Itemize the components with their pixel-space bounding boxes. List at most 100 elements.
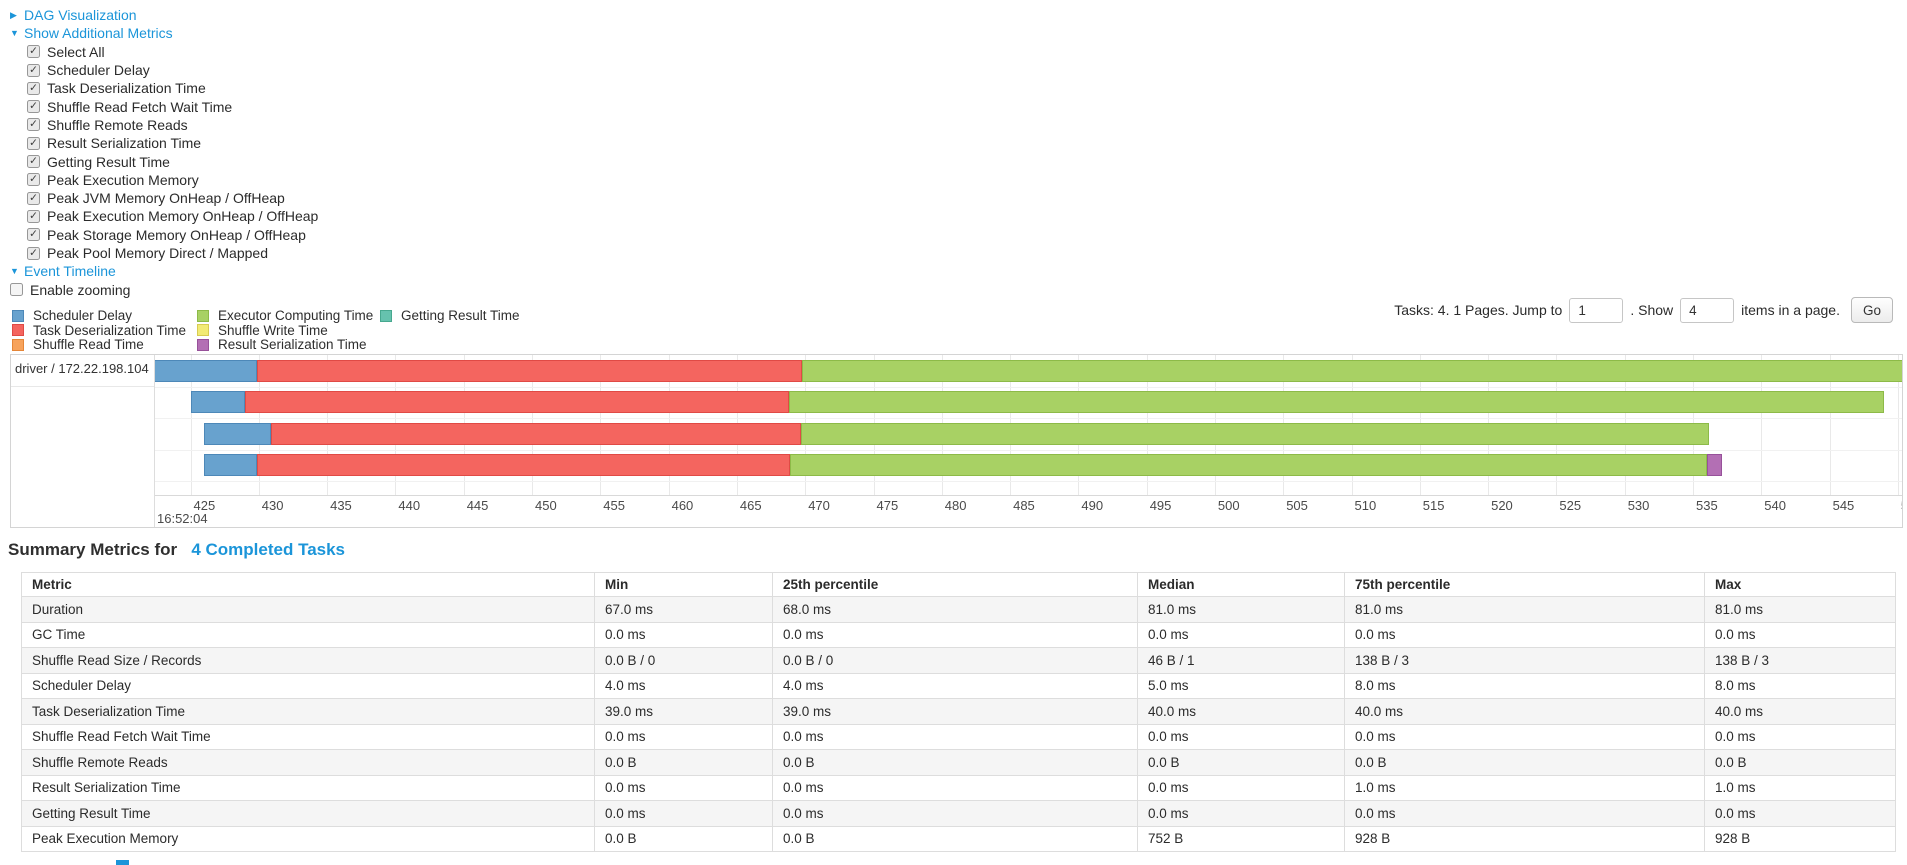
metric-checkbox-row: ✓ Scheduler Delay xyxy=(10,61,318,79)
task-bar-segment-executor-computing[interactable] xyxy=(801,422,1710,445)
go-button[interactable]: Go xyxy=(1850,297,1893,323)
summary-metrics-heading: Summary Metrics for 4 Completed Tasks xyxy=(8,540,345,560)
legend-item-shuffle-read: Shuffle Read Time xyxy=(12,337,144,352)
summary-row-peak-execution-memory: Peak Execution Memory 0.0 B 0.0 B 752 B 928 … xyxy=(21,825,1896,852)
checkbox-result-serialization-time[interactable]: ✓ xyxy=(27,136,40,150)
metric-value-cell: 928 B xyxy=(1344,825,1705,852)
checkbox-label: Shuffle Read Fetch Wait Time xyxy=(47,98,233,115)
task-deserialization-swatch-icon xyxy=(12,324,24,337)
task-bar-segment-task-deserialization[interactable] xyxy=(245,391,789,414)
checkbox-label: Peak Storage Memory OnHeap / OffHeap xyxy=(47,226,306,243)
axis-major-time-label: 16:52:04 xyxy=(157,511,208,526)
task-bar-segment-task-deserialization[interactable] xyxy=(257,359,803,382)
getting-result-swatch-icon xyxy=(380,309,392,322)
axis-tick-label: 450 xyxy=(535,498,557,513)
shuffle-write-swatch-icon xyxy=(197,324,209,337)
gridline xyxy=(1761,355,1763,495)
task-bar-segment-scheduler-delay[interactable] xyxy=(204,422,272,445)
legend-item-getting-result: Getting Result Time xyxy=(380,308,520,323)
event-timeline-label[interactable]: Event Timeline xyxy=(24,263,116,280)
dag-visualization-label[interactable]: DAG Visualization xyxy=(24,7,137,24)
enable-zooming-label: Enable zooming xyxy=(30,281,131,298)
metric-value-cell: 0.0 ms xyxy=(594,723,773,750)
metric-name-cell: Shuffle Remote Reads xyxy=(21,749,595,776)
show-additional-metrics-toggle[interactable]: ▼ Show Additional Metrics xyxy=(10,24,318,42)
metric-name-cell: Shuffle Read Fetch Wait Time xyxy=(21,723,595,750)
legend-item-result-serialization: Result Serialization Time xyxy=(197,337,367,352)
metric-value-cell: 0.0 B xyxy=(772,749,1138,776)
metric-value-cell: 0.0 B xyxy=(1704,749,1896,776)
metric-checkbox-row: ✓ Shuffle Remote Reads xyxy=(10,116,318,134)
metric-value-cell: 0.0 ms xyxy=(772,621,1138,648)
metric-value-cell: 0.0 ms xyxy=(772,800,1138,827)
task-bar-segment-task-deserialization[interactable] xyxy=(257,454,791,477)
metric-value-cell: 0.0 ms xyxy=(1137,621,1345,648)
axis-tick-label: 525 xyxy=(1559,498,1582,513)
enable-zooming-checkbox[interactable] xyxy=(10,283,23,297)
checkbox-task-deserialization-time[interactable]: ✓ xyxy=(27,81,40,95)
checkbox-peak-storage-memory-onheap-offheap[interactable]: ✓ xyxy=(27,228,40,242)
metric-value-cell: 0.0 ms xyxy=(1344,723,1705,750)
metric-value-cell: 752 B xyxy=(1137,825,1345,852)
checkbox-shuffle-read-fetch-wait-time[interactable]: ✓ xyxy=(27,100,40,114)
result-serialization-swatch-icon xyxy=(197,338,209,351)
metric-value-cell: 8.0 ms xyxy=(1344,672,1705,699)
metric-value-cell: 0.0 ms xyxy=(772,723,1138,750)
metric-value-cell: 0.0 B / 0 xyxy=(594,647,773,674)
task-bar-segment-scheduler-delay[interactable] xyxy=(155,359,258,382)
metric-value-cell: 40.0 ms xyxy=(1704,698,1896,725)
metric-value-cell: 0.0 ms xyxy=(1137,800,1345,827)
checkbox-select-all[interactable]: ✓ xyxy=(27,45,40,59)
metric-value-cell: 0.0 B xyxy=(1137,749,1345,776)
task-bar-segment-scheduler-delay[interactable] xyxy=(204,454,258,477)
checkbox-label: Select All xyxy=(47,43,105,60)
task-bar-segment-executor-computing[interactable] xyxy=(788,391,1885,414)
jump-to-page-input[interactable] xyxy=(1569,297,1624,323)
task-bar-segment-result-serialization[interactable] xyxy=(1706,454,1722,477)
completed-tasks-link[interactable]: 4 Completed Tasks xyxy=(191,540,346,559)
legend-label: Shuffle Read Time xyxy=(33,337,144,353)
metric-value-cell: 0.0 ms xyxy=(1344,800,1705,827)
metric-checkbox-row: ✓ Peak JVM Memory OnHeap / OffHeap xyxy=(10,189,318,207)
task-bar-segment-executor-computing[interactable] xyxy=(802,359,1902,382)
enable-zooming-row: Enable zooming xyxy=(10,280,318,298)
items-per-page-input[interactable] xyxy=(1680,297,1735,323)
gridline xyxy=(1897,355,1899,495)
event-timeline-toggle[interactable]: ▼ Event Timeline xyxy=(10,262,318,280)
task-pagination: Tasks: 4. 1 Pages. Jump to . Show items … xyxy=(1391,297,1893,323)
metric-value-cell: 46 B / 1 xyxy=(1137,647,1345,674)
metric-name-cell: Scheduler Delay xyxy=(21,672,595,699)
checkbox-peak-execution-memory-onheap-offheap[interactable]: ✓ xyxy=(27,209,40,223)
show-additional-metrics-label[interactable]: Show Additional Metrics xyxy=(24,25,173,42)
checkbox-label: Scheduler Delay xyxy=(47,62,150,79)
summary-metrics-table: Metric Min 25th percentile Median 75th perce… xyxy=(21,572,1896,852)
checkbox-shuffle-remote-reads[interactable]: ✓ xyxy=(27,118,40,132)
axis-tick-label: 445 xyxy=(466,498,489,513)
legend-label: Executor Computing Time xyxy=(218,308,374,323)
checkbox-scheduler-delay[interactable]: ✓ xyxy=(27,63,40,77)
dag-visualization-toggle[interactable]: ▶ DAG Visualization xyxy=(10,6,318,24)
timeline-group-column: driver / 172.22.198.104 xyxy=(11,355,155,527)
checkbox-peak-execution-memory[interactable]: ✓ xyxy=(27,173,40,187)
task-bar-segment-scheduler-delay[interactable] xyxy=(190,391,246,414)
checkbox-peak-jvm-memory-onheap-offheap[interactable]: ✓ xyxy=(27,191,40,205)
metric-name-cell: Shuffle Read Size / Records xyxy=(21,647,595,674)
axis-tick-label: 505 xyxy=(1286,498,1308,513)
chevron-right-icon: ▶ xyxy=(10,9,17,20)
axis-tick-label: 485 xyxy=(1013,498,1035,513)
executor-computing-swatch-icon xyxy=(197,309,209,322)
task-count-text: Tasks: 4. 1 Pages. Jump to xyxy=(1394,302,1563,318)
task-bar-segment-task-deserialization[interactable] xyxy=(271,422,802,445)
summary-row-result-serialization-time: Result Serialization Time 0.0 ms 0.0 ms 0.0… xyxy=(21,774,1896,801)
summary-header-75th-percentile: 75th percentile xyxy=(1344,572,1705,597)
summary-header-25th-percentile: 25th percentile xyxy=(772,572,1138,597)
summary-row-duration: Duration 67.0 ms 68.0 ms 81.0 ms 81.0 ms 81.0… xyxy=(21,596,1896,623)
axis-tick-label: 475 xyxy=(876,498,899,513)
axis-tick-label: 530 xyxy=(1627,498,1650,513)
gridline xyxy=(190,355,192,495)
task-bar-segment-executor-computing[interactable] xyxy=(790,454,1707,477)
checkbox-peak-pool-memory-direct-mapped[interactable]: ✓ xyxy=(27,246,40,260)
summary-table-body: Duration 67.0 ms 68.0 ms 81.0 ms 81.0 ms 81.0… xyxy=(21,596,1896,852)
axis-tick-label: 430 xyxy=(261,498,284,513)
checkbox-getting-result-time[interactable]: ✓ xyxy=(27,155,40,169)
